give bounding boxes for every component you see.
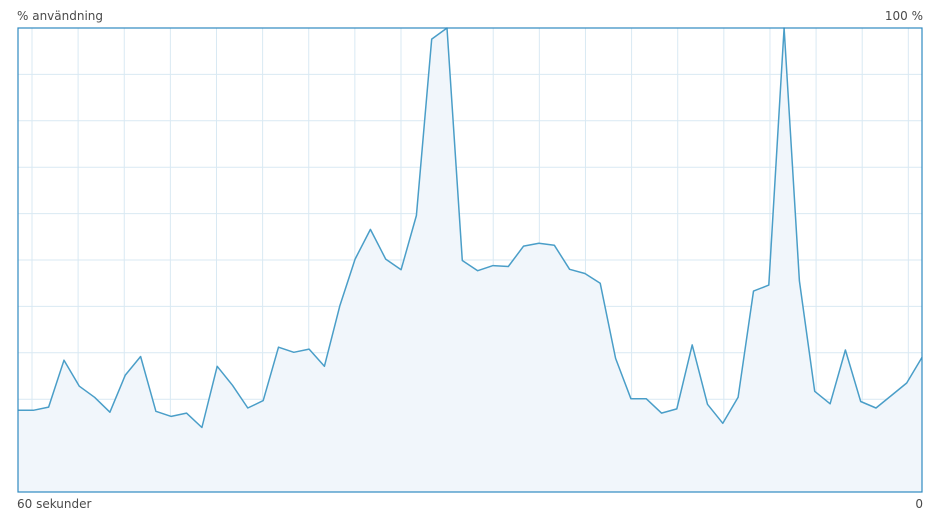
usage-chart <box>0 0 931 509</box>
